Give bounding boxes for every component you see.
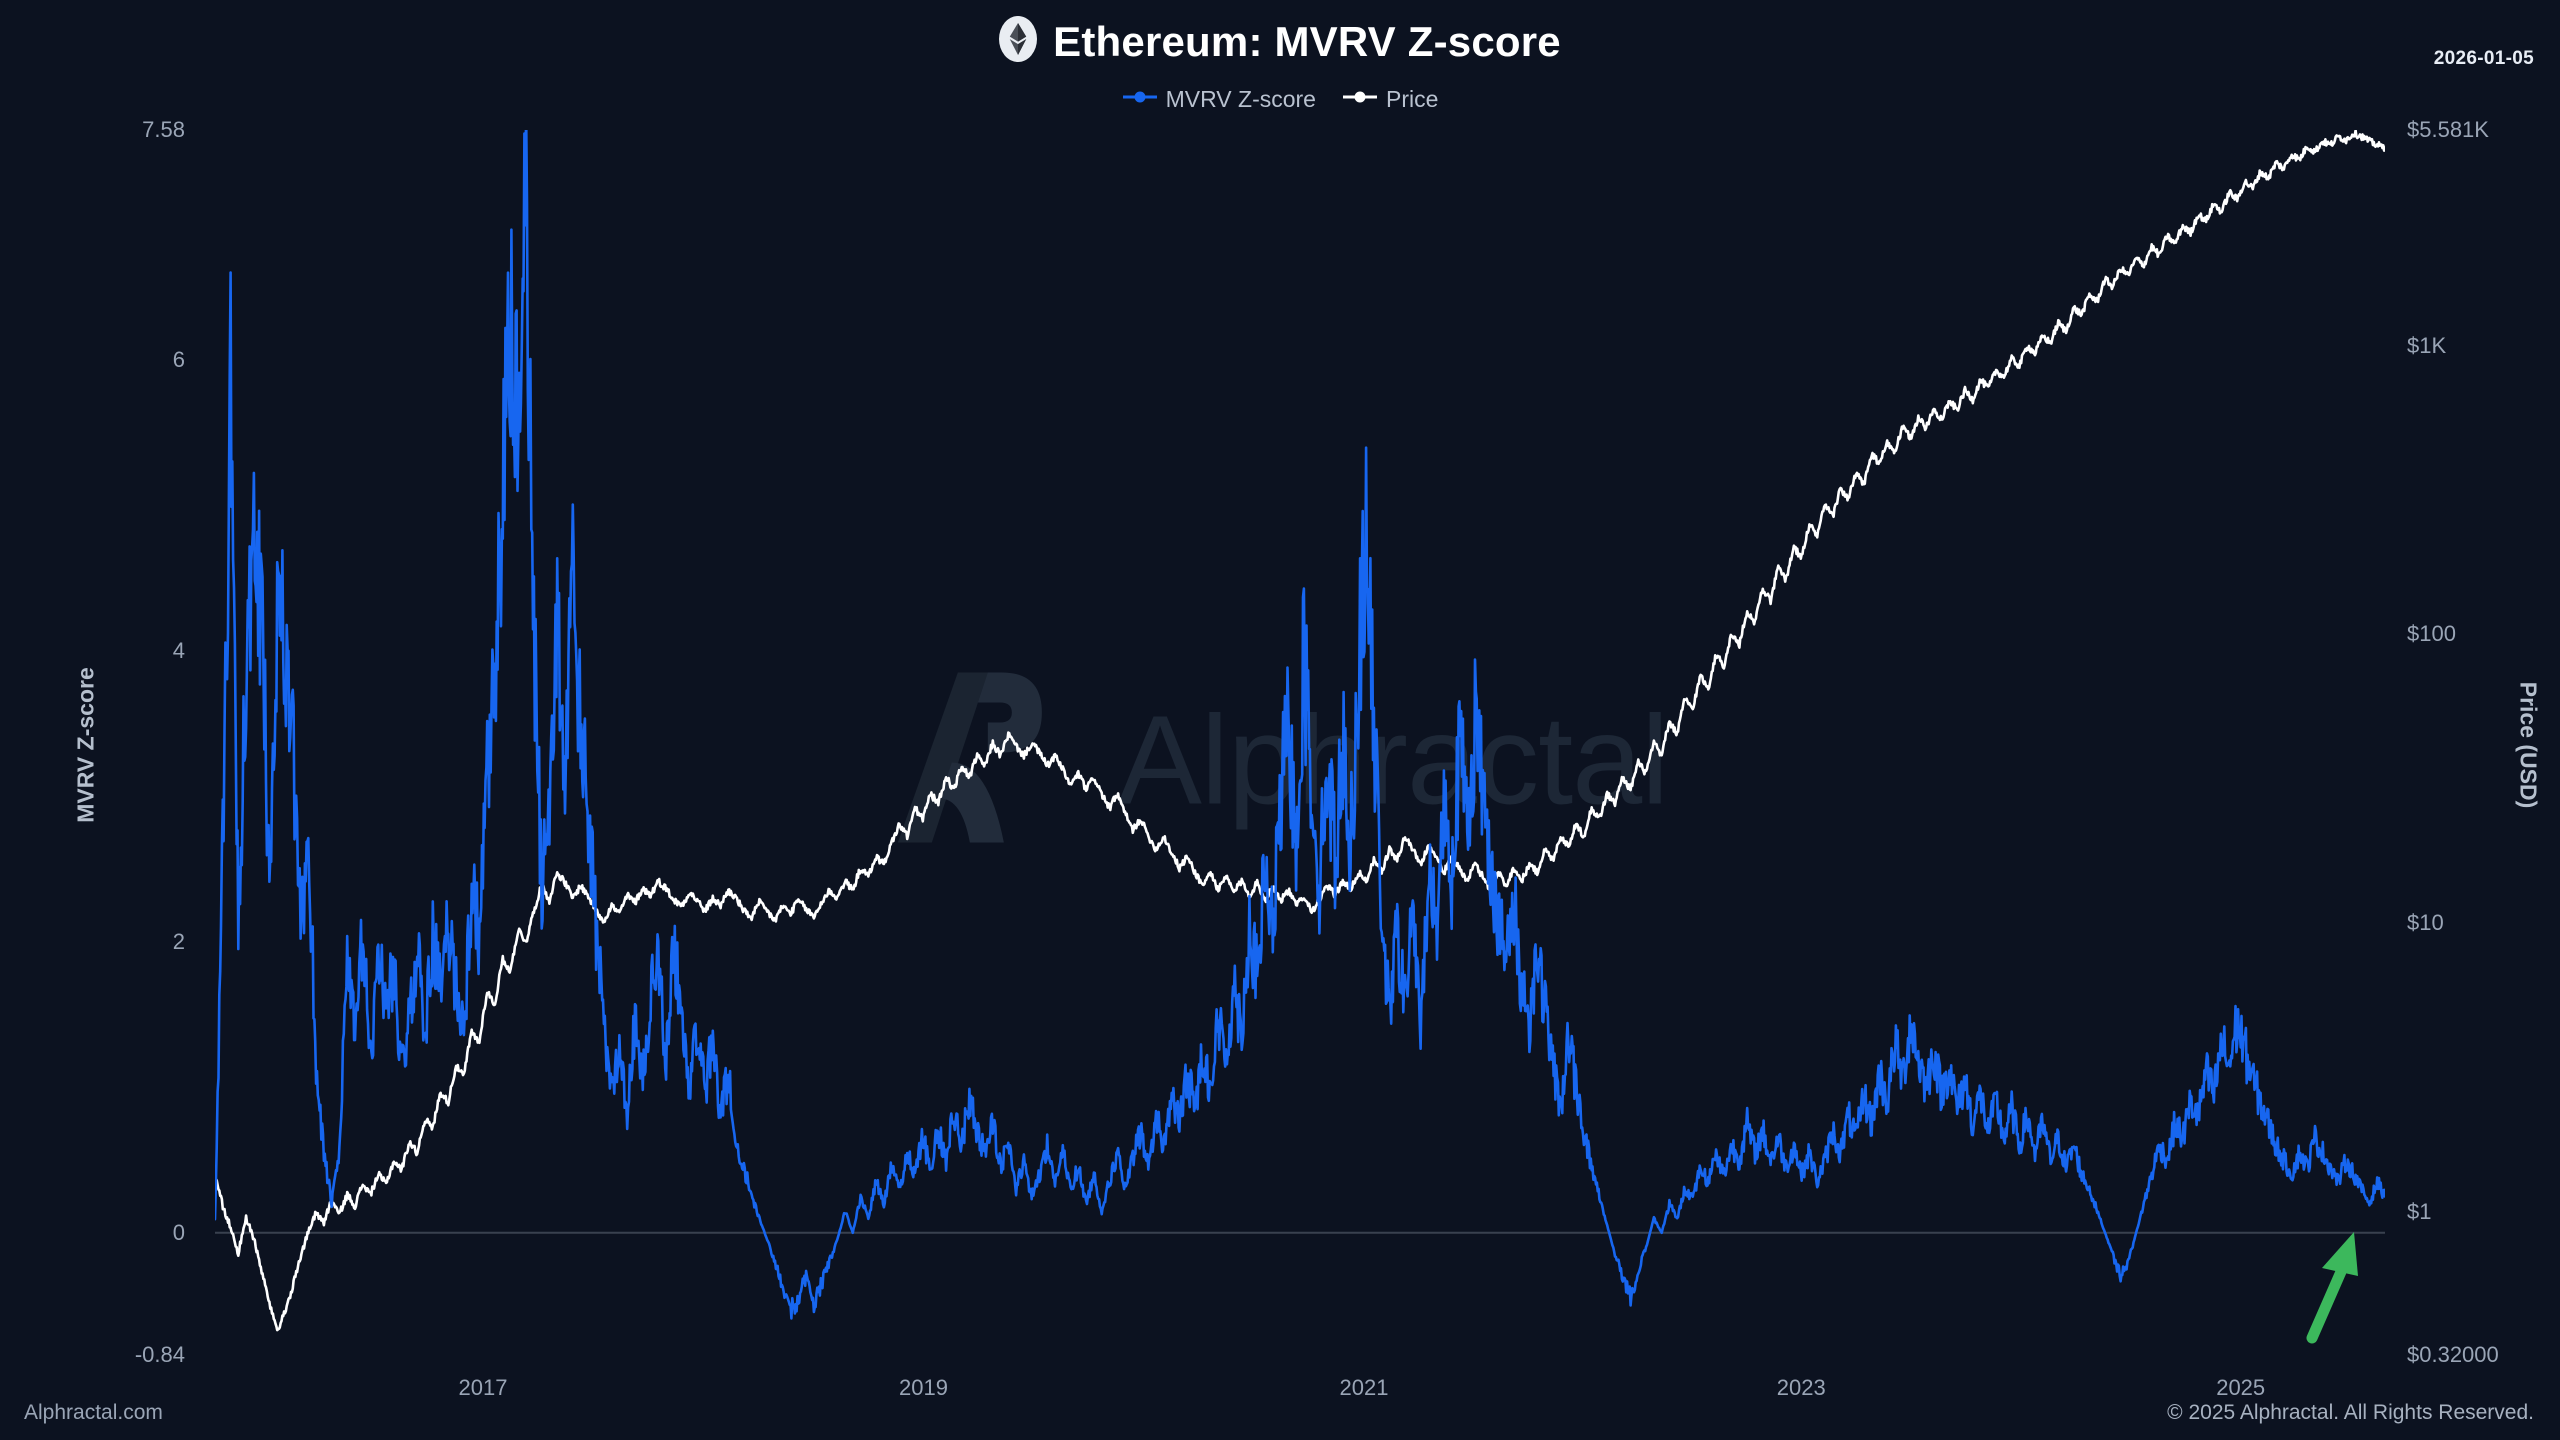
y-axis-right-tick: $10: [2407, 910, 2444, 936]
series-line-price: [215, 130, 2385, 1332]
legend-label-price: Price: [1385, 86, 1439, 112]
y-axis-right-tick: $100: [2407, 621, 2456, 647]
y-axis-left-tick: 6: [172, 346, 185, 372]
y-axis-title-right: Price (USD): [2515, 681, 2542, 809]
x-axis-tick: 2021: [1339, 1375, 1389, 1400]
legend-item-mvrv[interactable]: MVRV Z-score: [1122, 86, 1316, 113]
y-axis-right-tick: $1: [2407, 1199, 2432, 1225]
footer-site-label: Alphractal.com: [24, 1401, 163, 1424]
legend-item-price[interactable]: Price: [1342, 86, 1438, 113]
page-title: Ethereum: MVRV Z-score: [1053, 17, 1561, 65]
chart-legend: MVRV Z-score Price: [0, 86, 2560, 113]
y-axis-right-tick: $1K: [2407, 332, 2447, 358]
title-wrap: Ethereum: MVRV Z-score: [0, 16, 2560, 67]
y-axis-left-tick: -0.84: [134, 1342, 185, 1367]
series-line-mvrv-zscore: [215, 130, 2385, 1320]
y-axis-right-tick: $5.581K: [2407, 117, 2489, 142]
legend-marker-price-icon: [1342, 90, 1378, 109]
y-axis-right-tick: $0.32000: [2407, 1342, 2499, 1367]
x-axis-tick: 2023: [1776, 1375, 1826, 1400]
date-badge: 2026-01-05: [2433, 48, 2534, 69]
green-up-arrow-annotation: [2290, 1220, 2370, 1350]
y-axis-title-left: MVRV Z-score: [72, 667, 99, 823]
y-axis-left-tick: 2: [172, 928, 185, 954]
plot-area: [215, 130, 2385, 1355]
ethereum-icon: [999, 16, 1038, 67]
footer-copyright-label: © 2025 Alphractal. All Rights Reserved.: [2167, 1401, 2534, 1424]
legend-label-mvrv: MVRV Z-score: [1165, 86, 1316, 112]
y-axis-left-tick: 0: [172, 1219, 185, 1245]
x-axis-tick: 2017: [458, 1375, 508, 1400]
y-axis-left-tick: 4: [172, 637, 185, 663]
legend-marker-mvrv-icon: [1122, 90, 1158, 109]
y-axis-left-tick: 7.58: [142, 117, 185, 142]
chart-header: Ethereum: MVRV Z-score 2026-01-05: [0, 0, 2560, 95]
x-axis-tick: 2019: [899, 1375, 948, 1400]
x-axis-tick: 2025: [2216, 1375, 2266, 1400]
